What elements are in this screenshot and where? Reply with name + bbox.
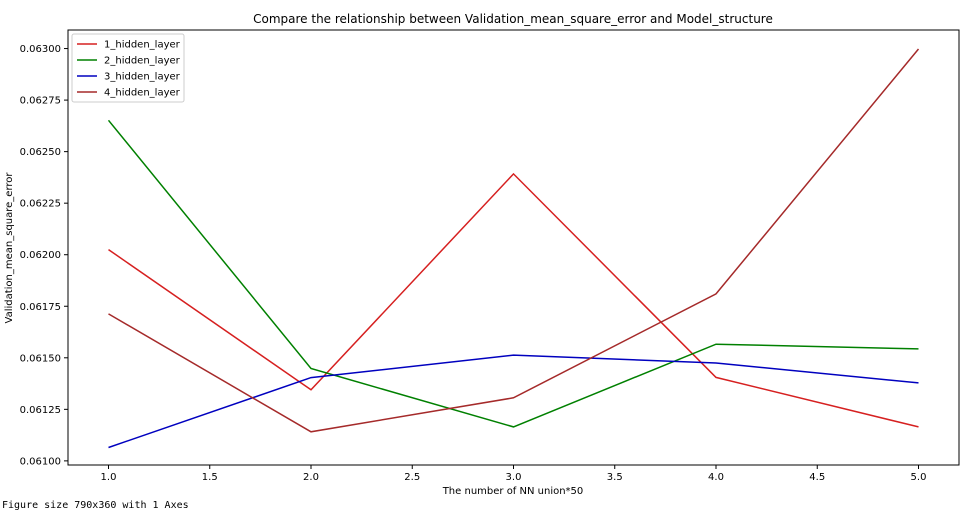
y-tick-label: 0.06300 — [20, 44, 61, 55]
legend-label: 1_hidden_layer — [104, 40, 181, 51]
legend-label: 2_hidden_layer — [104, 56, 181, 67]
axis-ticks: 1.0 1.5 2.0 2.5 3.0 3.5 4.0 4.5 5.0 0.06100 0.0612… — [20, 44, 927, 483]
x-tick-label: 2.5 — [404, 472, 420, 483]
y-tick-label: 0.06250 — [20, 147, 61, 158]
legend-label: 4_hidden_layer — [104, 88, 181, 99]
y-tick-label: 0.06225 — [20, 199, 61, 210]
y-axis-label: Validation_mean_square_error — [4, 172, 15, 324]
legend: 1_hidden_layer 2_hidden_layer 3_hidden_lay… — [71, 33, 185, 103]
y-tick-label: 0.06200 — [20, 250, 61, 261]
x-tick-label: 3.0 — [506, 472, 522, 483]
x-tick-label: 4.5 — [809, 472, 825, 483]
y-tick-label: 0.06275 — [20, 96, 61, 107]
x-tick-label: 5.0 — [911, 472, 927, 483]
series-line-2 — [107, 119, 919, 428]
y-tick-label: 0.06150 — [20, 353, 61, 364]
y-tick-label: 0.06125 — [20, 405, 61, 416]
x-axis-label: The number of NN union*50 — [442, 486, 584, 497]
series-line-1 — [108, 172, 919, 428]
figure-size-caption: Figure size 790x360 with 1 Axes — [2, 500, 189, 511]
series-line-3 — [108, 354, 919, 449]
y-tick-label: 0.06100 — [20, 456, 61, 467]
y-tick-label: 0.06175 — [20, 302, 61, 313]
x-tick-label: 2.0 — [303, 472, 319, 483]
x-tick-label: 1.0 — [101, 472, 117, 483]
x-tick-label: 3.5 — [607, 472, 623, 483]
series-line-4 — [108, 48, 920, 433]
plot-area-frame — [67, 29, 960, 466]
x-tick-label: 4.0 — [708, 472, 724, 483]
x-tick-label: 1.5 — [202, 472, 218, 483]
legend-label: 3_hidden_layer — [104, 72, 181, 83]
series-lines — [107, 48, 920, 449]
chart-title: Compare the relationship between Validat… — [253, 12, 773, 26]
legend-box — [71, 33, 185, 103]
